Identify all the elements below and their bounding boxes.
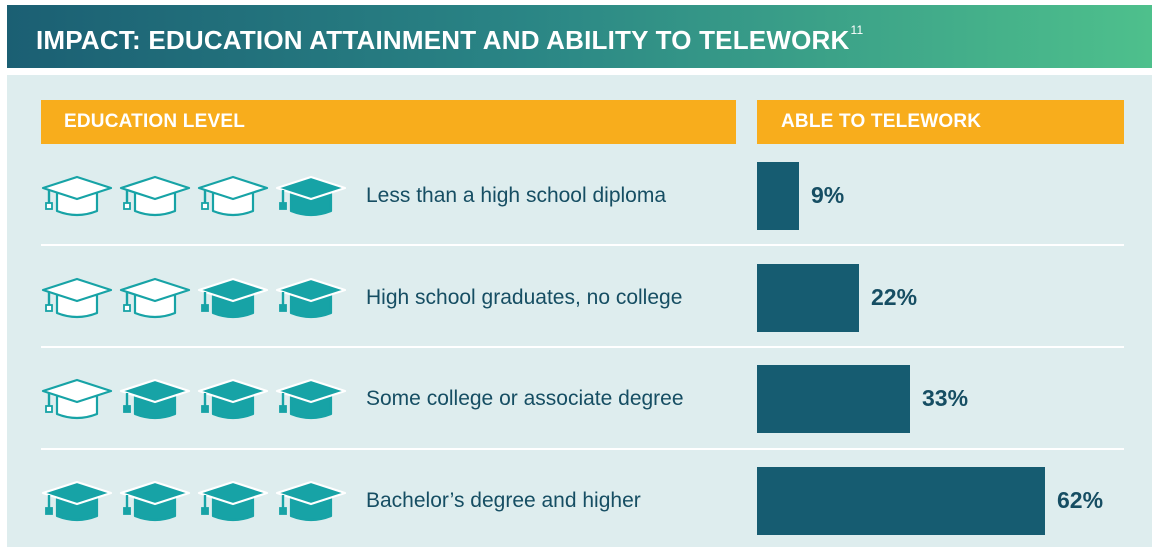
category-label: Bachelor’s degree and higher — [366, 489, 641, 512]
category-label: Some college or associate degree — [366, 387, 684, 410]
bar — [757, 365, 910, 433]
row-divider — [41, 346, 1124, 348]
graduation-caps — [41, 377, 347, 423]
category-label: Less than a high school diploma — [366, 184, 667, 207]
value-label: 22% — [871, 284, 918, 310]
title-footnote: 11 — [850, 23, 864, 37]
value-label: 9% — [811, 182, 845, 208]
graduation-cap-outline-icon — [41, 277, 113, 319]
graduation-cap-outline-icon — [41, 378, 113, 420]
graduation-cap-filled-icon — [275, 175, 347, 217]
value-label: 62% — [1057, 487, 1104, 513]
bar — [757, 264, 859, 332]
value-label: 33% — [922, 385, 969, 411]
chart-title-text: IMPACT: EDUCATION ATTAINMENT AND ABILITY… — [36, 25, 850, 55]
header-able-to-telework: ABLE TO TELEWORK — [757, 100, 1124, 144]
chart-row: Some college or associate degree 33% — [0, 365, 1152, 433]
chart-row: High school graduates, no college 22% — [0, 264, 1152, 332]
graduation-cap-filled-icon — [119, 480, 191, 522]
chart-title: IMPACT: EDUCATION ATTAINMENT AND ABILITY… — [36, 23, 864, 56]
graduation-cap-filled-icon — [275, 378, 347, 420]
graduation-cap-outline-icon — [119, 175, 191, 217]
graduation-cap-outline-icon — [197, 175, 269, 217]
graduation-cap-outline-icon — [119, 277, 191, 319]
category-label: High school graduates, no college — [366, 286, 683, 309]
graduation-caps — [41, 479, 347, 525]
graduation-cap-filled-icon — [119, 378, 191, 420]
chart-row: Less than a high school diploma 9% — [0, 162, 1152, 230]
graduation-caps — [41, 276, 347, 322]
graduation-cap-filled-icon — [275, 480, 347, 522]
graduation-cap-filled-icon — [275, 277, 347, 319]
graduation-caps — [41, 174, 347, 220]
graduation-cap-filled-icon — [197, 378, 269, 420]
chart-row: Bachelor’s degree and higher 62% — [0, 467, 1152, 535]
graduation-cap-outline-icon — [41, 175, 113, 217]
row-divider — [41, 244, 1124, 246]
bar — [757, 467, 1045, 535]
bar — [757, 162, 799, 230]
graduation-cap-filled-icon — [41, 480, 113, 522]
graduation-cap-filled-icon — [197, 277, 269, 319]
row-divider — [41, 448, 1124, 450]
graduation-cap-filled-icon — [197, 480, 269, 522]
title-banner: IMPACT: EDUCATION ATTAINMENT AND ABILITY… — [7, 5, 1152, 68]
header-education-level: EDUCATION LEVEL — [41, 100, 736, 144]
